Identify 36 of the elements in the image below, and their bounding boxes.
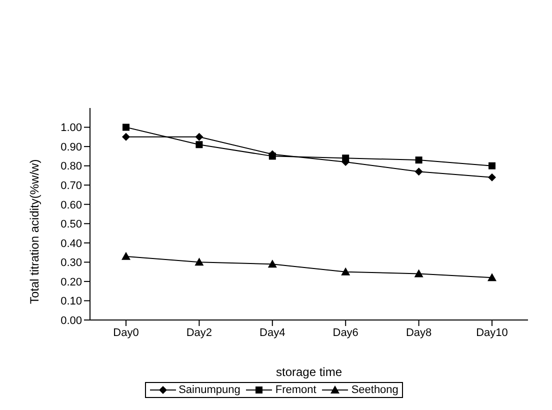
point (195, 132, 204, 141)
x-tick-label: Day2 (186, 326, 212, 339)
point (414, 269, 424, 278)
y-tick-label: 0.20 (60, 276, 82, 288)
point (414, 168, 423, 176)
point (488, 273, 496, 282)
y-tick-label: 0.30 (60, 257, 82, 270)
point (122, 124, 130, 131)
point (196, 141, 203, 148)
y-tick-label: 0.10 (60, 296, 82, 308)
point (122, 132, 130, 141)
legend-label: Fremont (275, 384, 316, 396)
y-tick-label: 0.60 (60, 199, 82, 212)
x-tick-label: Day4 (260, 326, 286, 339)
x-tick-label: Day6 (332, 326, 358, 339)
y-tick-label: 0.80 (60, 160, 82, 173)
y-tick-label: 0.90 (60, 141, 82, 154)
legend-label: Seethong (351, 384, 398, 396)
y-axis-title: Total titration acidity(%w/w) (27, 159, 42, 304)
point (488, 173, 496, 182)
x-tick-label: Day10 (476, 326, 508, 339)
y-tick-label: 0.50 (60, 218, 82, 231)
point (122, 252, 130, 260)
legend-label: Sainumpung (178, 384, 240, 396)
point (194, 258, 204, 266)
x-tick-label: Day8 (406, 326, 432, 339)
x-axis-title: storage time (276, 365, 342, 379)
point (268, 260, 277, 268)
point (341, 267, 350, 276)
y-tick-label: 0.40 (60, 238, 82, 250)
point (488, 162, 496, 170)
point (415, 156, 422, 164)
y-tick-label: 0.70 (60, 180, 82, 192)
x-tick-label: Day0 (113, 326, 139, 339)
y-tick-label: 0.00 (60, 314, 82, 327)
y-tick-label: 1.00 (60, 122, 82, 134)
